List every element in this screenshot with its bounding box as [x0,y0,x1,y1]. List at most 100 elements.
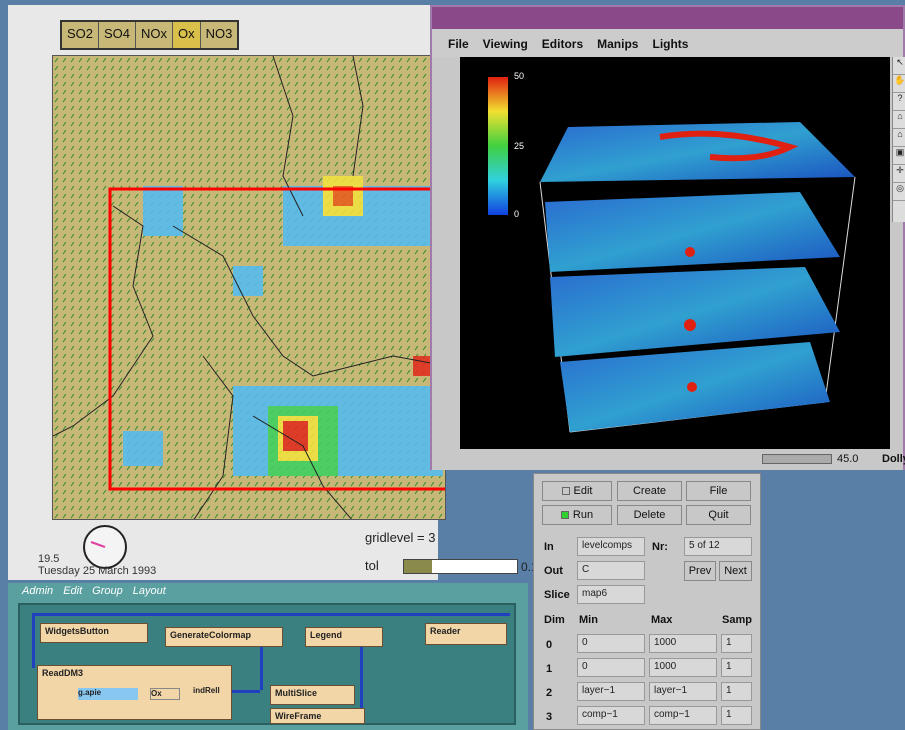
selection-box[interactable] [53,56,446,520]
volume-render: 50 25 0 [488,71,856,433]
readdm3-label: indRell [193,686,220,695]
ozone-patches [123,176,443,476]
viewer-window: File Viewing Editors Manips Lights 50 25… [430,5,905,470]
control-panel: Edit Create File Run Delete Quit In leve… [533,473,761,730]
module-legend[interactable]: Legend [305,627,383,647]
module-widgetsbutton[interactable]: WidgetsButton [40,623,148,643]
min-field[interactable]: comp−1 [577,706,645,725]
dolly-label: Dolly [882,453,905,465]
europe-map[interactable] [52,55,446,520]
tol-label: tol [365,558,379,573]
3d-canvas[interactable]: 50 25 0 [460,57,890,449]
view-all-icon[interactable]: ▣ [893,147,905,165]
question-icon[interactable]: ? [893,93,905,111]
perspective-icon[interactable]: ◎ [893,183,905,201]
menu-group[interactable]: Group [92,585,123,597]
viewer-titlebar[interactable] [432,7,903,29]
viewer-toolbar: ↖ ✋ ? ⌂ ⌂ ▣ ✛ ◎ [892,57,905,222]
max-field[interactable]: 1000 [649,658,717,677]
min-header: Min [579,614,598,626]
min-field[interactable]: layer−1 [577,682,645,701]
run-button[interactable]: Run [542,505,612,525]
dim-cell: 1 [546,663,553,675]
viewer-menubar: File Viewing Editors Manips Lights [432,29,903,57]
menu-file[interactable]: File [448,37,469,51]
zoom-value: 45.0 [837,453,859,465]
home-icon[interactable]: ⌂ [893,111,905,129]
slice-field[interactable]: map6 [577,585,645,604]
menu-manips[interactable]: Manips [597,37,639,51]
menu-viewing[interactable]: Viewing [482,37,528,51]
samp-field[interactable]: 1 [721,706,752,725]
nr-label: Nr: [652,541,668,553]
max-field[interactable]: comp−1 [649,706,717,725]
menu-edit[interactable]: Edit [63,585,83,597]
map-window: SO2 SO4 NOx Ox NO3 [8,5,538,580]
network-canvas[interactable]: WidgetsButton GenerateColormap Legend Re… [18,603,516,725]
module-wireframe[interactable]: WireFrame [270,708,365,724]
network-editor: Admin Edit Group Layout WidgetsButton Ge… [8,583,528,730]
menu-admin[interactable]: Admin [22,585,54,597]
species-tab-no3[interactable]: NO3 [205,26,233,41]
menu-lights[interactable]: Lights [652,37,689,51]
prev-button[interactable]: Prev [684,561,716,581]
edit-indicator [561,487,570,496]
connection-line [32,613,510,616]
arrow-icon[interactable]: ↖ [893,57,905,75]
in-label: In [544,541,554,553]
module-multislice[interactable]: MultiSlice [270,685,355,705]
tol-slider[interactable] [403,559,518,574]
species-tabs: SO2 SO4 NOx Ox NO3 [60,20,240,50]
max-header: Max [651,614,673,626]
dim-cell: 0 [546,639,553,651]
dim-header: Dim [544,614,565,626]
time-clock-icon [83,525,127,569]
species-tab-nox[interactable]: NOx [136,22,174,48]
max-field[interactable]: 1000 [649,634,717,653]
country-borders [53,56,445,519]
menu-editors[interactable]: Editors [541,37,584,51]
dim-cell: 2 [546,687,553,699]
zoom-slider[interactable] [762,454,832,464]
out-field[interactable]: C [577,561,645,580]
in-field[interactable]: levelcomps [577,537,645,556]
species-tab-so2[interactable]: SO2 [62,22,100,48]
samp-field[interactable]: 1 [721,658,752,677]
edit-button[interactable]: Edit [542,481,612,501]
menu-layout[interactable]: Layout [132,585,166,597]
min-field[interactable]: 0 [577,634,645,653]
seek-icon[interactable]: ✛ [893,165,905,183]
viewer-statusbar [432,449,903,470]
max-field[interactable]: layer−1 [649,682,717,701]
samp-field[interactable]: 1 [721,634,752,653]
file-button[interactable]: File [686,481,751,501]
min-field[interactable]: 0 [577,658,645,677]
species-tab-so4[interactable]: SO4 [99,22,137,48]
network-menubar: Admin Edit Group Layout [8,583,528,601]
module-reader[interactable]: Reader [425,623,507,645]
module-generatecolormap[interactable]: GenerateColormap [165,627,283,647]
quit-button[interactable]: Quit [686,505,751,525]
time-value: 19.5 [38,553,60,565]
readdm3-title: ReadDM3 [42,668,84,678]
next-button[interactable]: Next [719,561,752,581]
connection-line [32,613,35,668]
module-readdm3[interactable]: ReadDM3 g.apie Ox indRell [37,665,232,720]
samp-field[interactable]: 1 [721,682,752,701]
legend-max: 50 [514,71,524,81]
color-legend [488,77,508,215]
hand-icon[interactable]: ✋ [893,75,905,93]
dim-cell: 3 [546,711,553,723]
readdm3-field[interactable]: g.apie [78,688,138,700]
samp-header: Samp [722,614,752,626]
readdm3-select[interactable]: Ox [150,688,180,700]
species-tab-ox[interactable]: Ox [173,22,201,48]
connection-line [360,645,363,710]
set-home-icon[interactable]: ⌂ [893,129,905,147]
create-button[interactable]: Create [617,481,682,501]
nr-field[interactable]: 5 of 12 [684,537,752,556]
map-svg [53,56,445,519]
delete-button[interactable]: Delete [617,505,682,525]
connection-line [230,690,260,693]
legend-min: 0 [514,209,519,219]
